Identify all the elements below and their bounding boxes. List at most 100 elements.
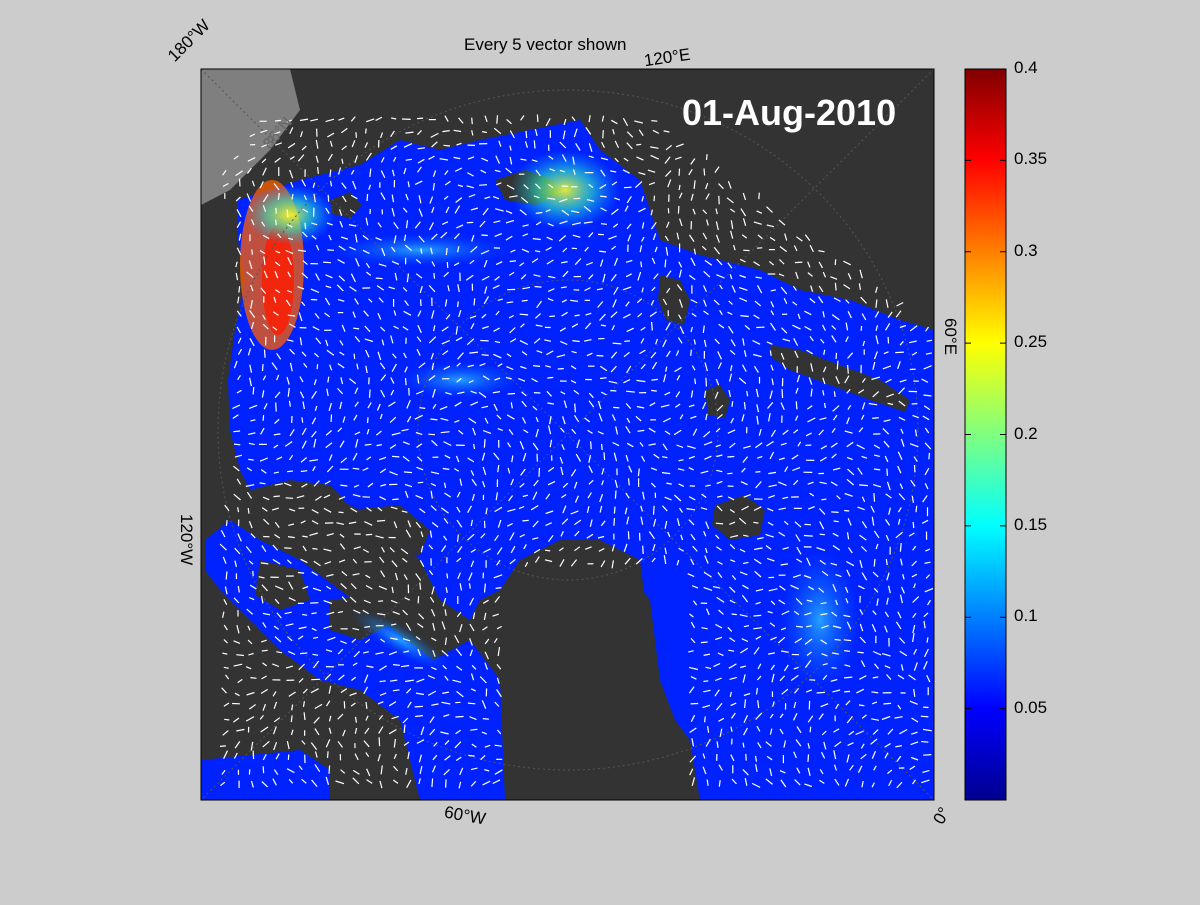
velocity-vector	[534, 140, 535, 148]
velocity-vector	[446, 248, 447, 255]
velocity-vector	[602, 444, 603, 450]
velocity-vector	[597, 356, 604, 357]
velocity-vector	[474, 298, 475, 305]
velocity-vector	[420, 583, 421, 590]
velocity-vector	[861, 326, 862, 331]
velocity-vector	[654, 506, 655, 515]
velocity-vector	[727, 473, 732, 474]
velocity-vector	[844, 691, 850, 692]
velocity-vector	[224, 719, 229, 720]
velocity-vector	[913, 522, 914, 528]
velocity-vector	[848, 365, 849, 374]
chukchi-glow	[245, 185, 335, 245]
velocity-vector	[328, 751, 329, 758]
velocity-vector	[376, 278, 383, 279]
date-stamp: 01-Aug-2010	[682, 92, 896, 134]
velocity-vector	[916, 506, 917, 512]
velocity-vector	[329, 765, 330, 773]
velocity-vector	[311, 613, 316, 614]
velocity-vector	[782, 389, 783, 398]
velocity-vector	[641, 262, 642, 268]
velocity-vector	[600, 378, 607, 379]
velocity-vector	[624, 187, 632, 188]
velocity-vector	[837, 361, 838, 370]
velocity-vector	[253, 387, 254, 394]
velocity-vector	[496, 588, 502, 589]
velocity-vector	[691, 350, 692, 356]
velocity-vector	[754, 615, 762, 616]
colorbar-tick-label: 0.05	[1014, 698, 1047, 718]
velocity-vector	[668, 208, 669, 213]
velocity-vector	[481, 235, 488, 236]
velocity-vector	[392, 456, 399, 457]
velocity-vector	[705, 716, 706, 722]
velocity-vector	[339, 512, 344, 513]
velocity-vector	[643, 546, 644, 554]
velocity-vector	[732, 401, 733, 407]
velocity-vector	[302, 615, 307, 616]
velocity-vector	[287, 209, 288, 217]
velocity-vector	[356, 132, 357, 138]
velocity-vector	[651, 121, 657, 122]
velocity-vector	[419, 408, 425, 409]
velocity-vector	[707, 154, 708, 160]
colorbar	[965, 69, 1006, 800]
velocity-vector	[613, 343, 622, 344]
velocity-vector	[354, 354, 355, 359]
velocity-vector	[796, 401, 797, 409]
velocity-vector	[613, 407, 619, 408]
velocity-vector	[520, 314, 528, 315]
velocity-vector	[545, 550, 550, 551]
velocity-vector	[604, 452, 605, 460]
velocity-vector	[472, 118, 473, 125]
velocity-vector	[250, 678, 256, 679]
velocity-vector	[716, 523, 723, 524]
velocity-vector	[695, 379, 696, 385]
velocity-vector	[921, 742, 928, 743]
velocity-vector	[820, 534, 825, 535]
velocity-vector	[446, 779, 447, 787]
velocity-vector	[895, 352, 904, 353]
velocity-vector	[522, 300, 528, 301]
velocity-vector	[404, 472, 412, 473]
velocity-vector	[458, 301, 459, 307]
velocity-vector	[883, 703, 891, 704]
velocity-vector	[287, 471, 293, 472]
velocity-vector	[482, 355, 489, 356]
velocity-vector	[834, 391, 835, 397]
velocity-vector	[636, 144, 641, 145]
velocity-vector	[755, 472, 760, 473]
velocity-vector	[651, 379, 658, 380]
velocity-vector	[836, 353, 837, 359]
velocity-vector	[291, 715, 292, 722]
lon-label-60e: 60°E	[940, 318, 960, 355]
velocity-vector	[302, 417, 303, 422]
velocity-vector	[353, 328, 359, 329]
velocity-vector	[455, 717, 463, 718]
velocity-vector	[220, 746, 226, 747]
velocity-vector	[434, 273, 435, 279]
velocity-vector	[240, 179, 241, 187]
velocity-vector	[468, 755, 474, 756]
velocity-vector	[377, 521, 385, 522]
velocity-vector	[328, 195, 329, 202]
velocity-vector	[274, 496, 280, 497]
velocity-vector	[468, 703, 475, 704]
velocity-vector	[759, 193, 760, 200]
velocity-vector	[832, 668, 837, 669]
velocity-vector	[406, 378, 407, 385]
velocity-vector	[628, 531, 629, 539]
velocity-vector	[444, 145, 451, 146]
velocity-vector	[844, 677, 852, 678]
velocity-vector	[703, 681, 708, 682]
colorbar-tick-label: 0.2	[1014, 424, 1038, 444]
velocity-vector	[652, 322, 653, 331]
colorbar-tick-label: 0.25	[1014, 332, 1047, 352]
velocity-vector	[614, 507, 615, 514]
velocity-vector	[900, 543, 901, 552]
lon-label-120w: 120°W	[176, 514, 196, 565]
velocity-vector	[479, 185, 487, 186]
laptev-glow	[510, 150, 620, 230]
